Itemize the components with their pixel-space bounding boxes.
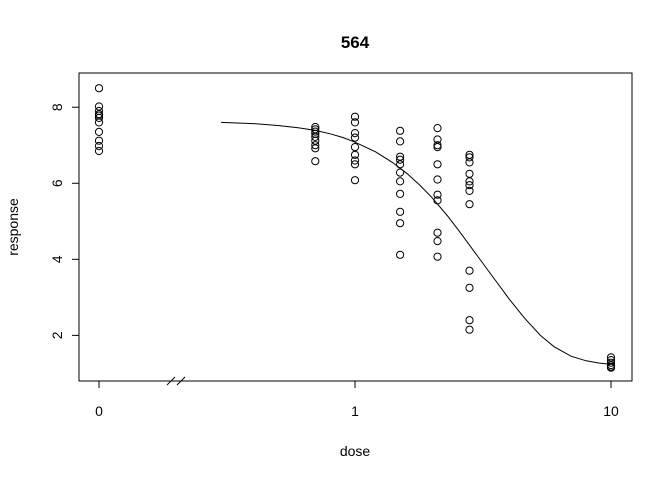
y-tick-label: 4 [49,255,65,263]
data-point [433,124,442,133]
data-point [396,189,405,198]
data-point [350,133,360,142]
data-point [433,175,442,184]
x-tick-label: 0 [95,403,103,419]
data-point [94,118,104,127]
x-tick-label: 1 [351,403,359,419]
data-points [94,84,616,372]
data-point [465,181,474,190]
chart-title: 564 [341,33,370,52]
data-point [94,146,104,156]
axis-break-mark [166,376,176,386]
fit-curve [221,121,612,365]
data-point [465,177,474,186]
data-point [311,132,320,141]
data-point [396,250,405,259]
data-point [396,177,405,186]
data-point [350,156,360,165]
data-point [465,325,474,334]
y-axis-label: response [5,198,21,256]
data-point [606,358,616,367]
data-point [396,155,405,164]
data-point [311,127,320,136]
data-point [94,127,104,136]
data-point [433,252,442,261]
data-point [396,126,405,135]
x-tick-label: 10 [603,403,619,419]
data-point [465,283,474,292]
axis-break-mark [176,376,186,386]
data-point [350,129,360,138]
data-point [465,200,474,209]
x-axis-label: dose [340,443,371,459]
data-point [350,176,360,185]
data-point [94,141,104,151]
y-tick-label: 2 [49,331,65,339]
y-tick-label: 8 [49,103,65,111]
data-point [433,196,442,205]
data-point [94,113,104,123]
y-axis: 2 4 6 8 [49,103,80,339]
data-point [433,143,442,152]
data-point [465,316,474,325]
data-point [465,186,474,195]
data-point [350,160,360,169]
data-point [433,237,442,246]
data-point [465,158,474,167]
data-point [311,141,320,150]
data-point [311,144,320,153]
data-point [94,136,104,145]
data-point [465,169,474,178]
data-point [433,160,442,169]
data-point [433,190,442,199]
data-point [606,363,616,372]
data-point [396,207,405,216]
y-tick-label: 6 [49,179,65,187]
data-point [433,228,442,237]
data-point [396,168,405,177]
data-point [350,143,360,152]
data-point [94,84,104,93]
data-point [465,266,474,275]
data-point [396,219,405,228]
data-point [396,160,405,169]
data-point [350,118,360,127]
x-axis: 0 1 10 [95,376,619,419]
data-point [396,137,405,146]
data-point [350,150,360,159]
data-point [465,153,474,162]
data-point [350,112,360,121]
data-point [311,157,320,166]
